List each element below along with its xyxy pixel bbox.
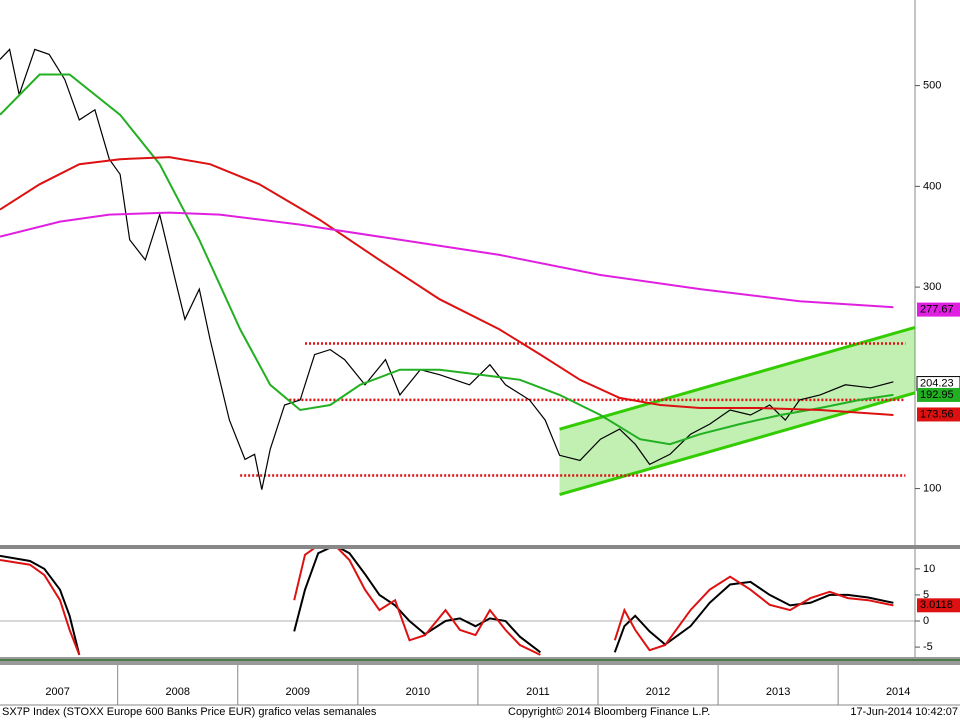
y-tick-label: 5 (923, 589, 929, 601)
series-line (0, 559, 81, 656)
y-tick-label: 0 (923, 615, 929, 627)
last-value-box (917, 302, 960, 317)
y-tick-label: 300 (923, 281, 941, 293)
last-value-label: 3.0118 (920, 599, 953, 611)
last-value-label: 277.67 (920, 303, 954, 315)
footer-left: SX7P Index (STOXX Europe 600 Banks Price… (2, 706, 377, 718)
last-value-label: 204.23 (920, 377, 954, 389)
y-tick-label: 500 (923, 80, 941, 92)
series-line (293, 549, 541, 656)
series-line (0, 73, 894, 446)
x-tick-label: 2012 (646, 686, 670, 698)
price-panel (0, 48, 915, 497)
last-value-label: 173.56 (920, 408, 954, 420)
y-tick-label: -5 (923, 641, 933, 653)
footer-right: 17-Jun-2014 10:42:07 (850, 706, 958, 718)
series-line (613, 575, 894, 652)
last-value-box (917, 387, 960, 402)
oscillator-panel (0, 549, 915, 656)
last-value-label: 192.95 (920, 389, 954, 401)
channel-area (559, 327, 915, 495)
channel-upper (559, 325, 915, 431)
series-line (0, 554, 81, 656)
x-tick-label: 2007 (45, 686, 69, 698)
x-tick-label: 2009 (286, 686, 310, 698)
footer-center: Copyright© 2014 Bloomberg Finance L.P. (508, 706, 710, 718)
x-tick-label: 2011 (526, 686, 550, 698)
x-tick-label: 2013 (766, 686, 790, 698)
x-tick-label: 2010 (406, 686, 430, 698)
series-line (0, 48, 894, 490)
last-value-box (917, 598, 960, 613)
y-tick-label: 400 (923, 180, 941, 192)
series-line (293, 549, 542, 654)
channel-lower (559, 391, 915, 497)
panel-separator (0, 545, 960, 549)
y-tick-label: 10 (923, 563, 935, 575)
series-line (0, 211, 894, 309)
x-tick-label: 2008 (165, 686, 189, 698)
x-tick-label: 2014 (886, 686, 910, 698)
y-tick-label: 100 (923, 482, 941, 494)
series-line (0, 156, 894, 416)
last-value-box (917, 407, 960, 422)
